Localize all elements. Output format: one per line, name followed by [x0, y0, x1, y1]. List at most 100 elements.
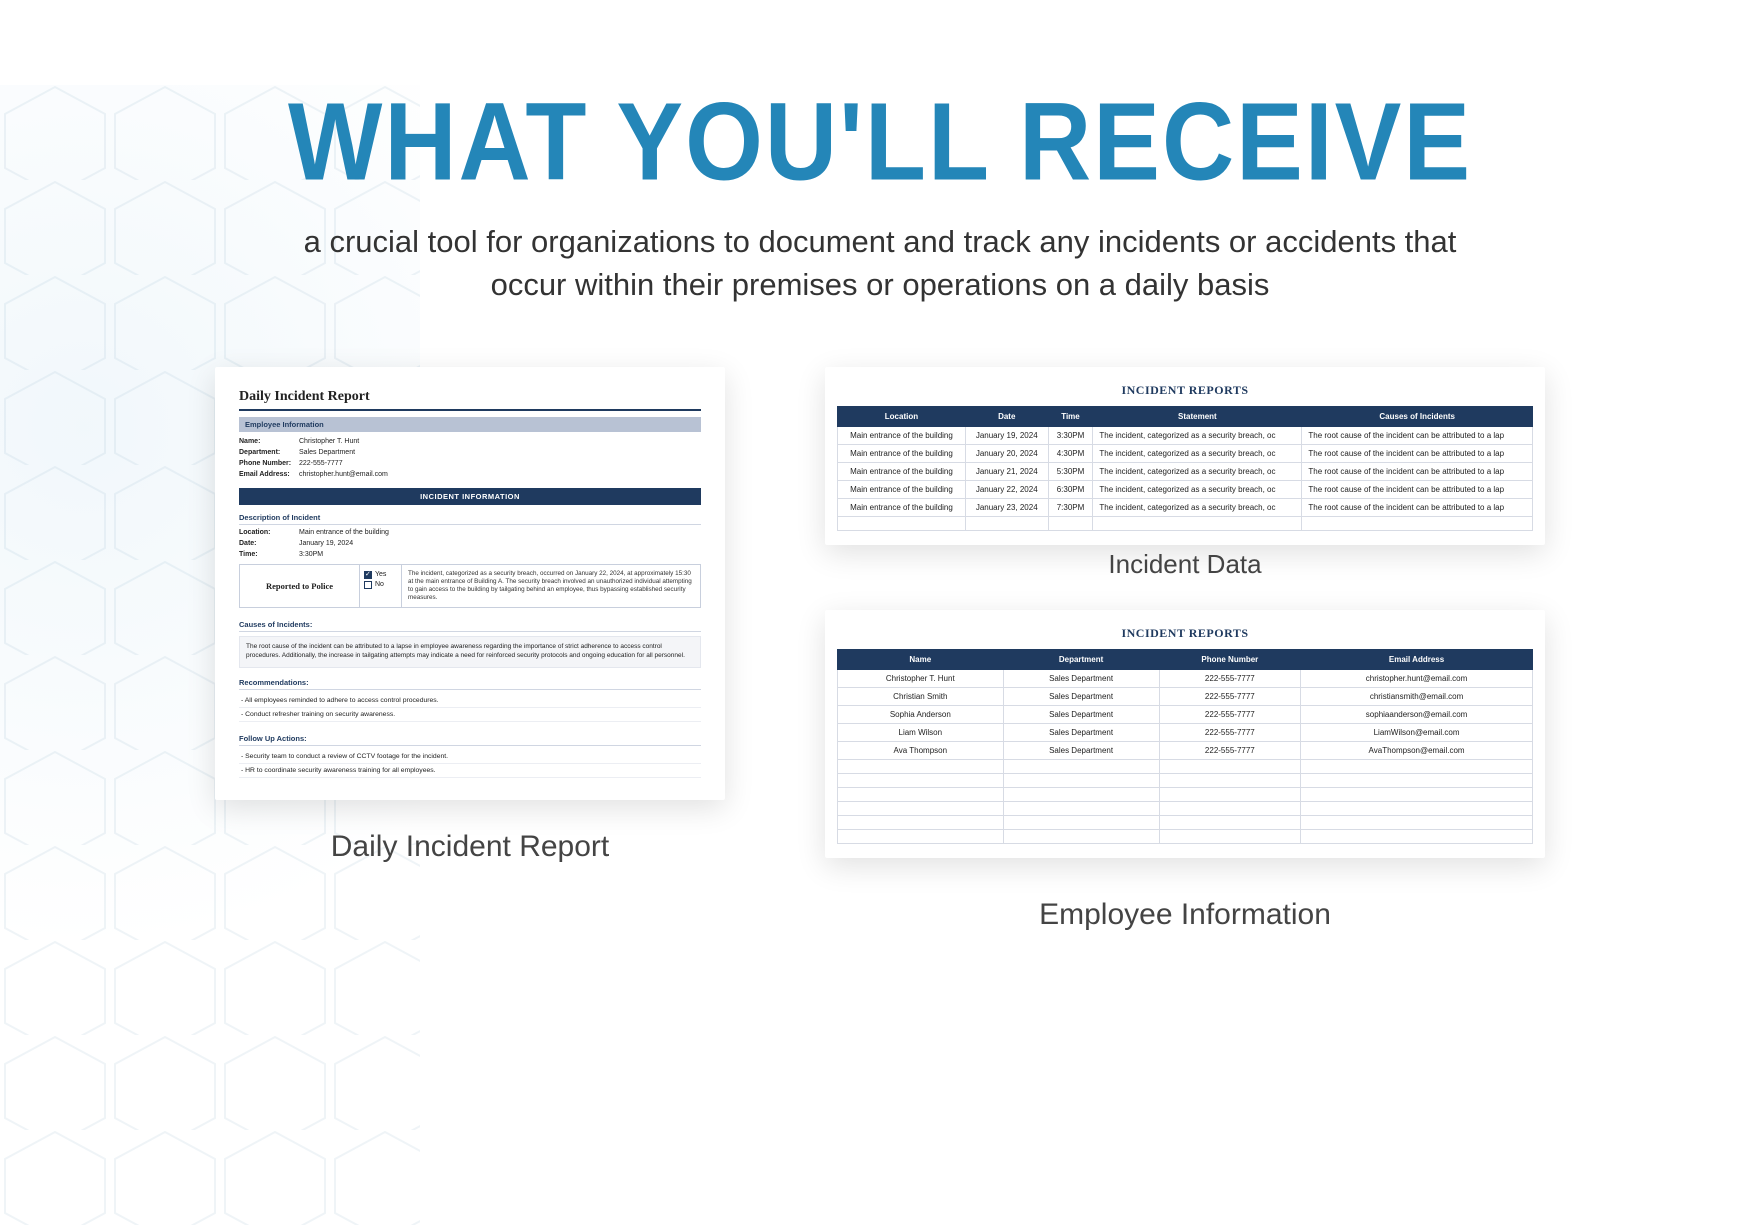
table-cell: Main entrance of the building — [838, 426, 966, 444]
table-cell: 222-555-7777 — [1159, 669, 1301, 687]
table-cell: Sales Department — [1003, 723, 1159, 741]
table-row-empty — [838, 829, 1533, 843]
time-label: Time: — [239, 551, 299, 558]
table-cell: LiamWilson@email.com — [1301, 723, 1533, 741]
table-row: Main entrance of the buildingJanuary 21,… — [838, 462, 1533, 480]
table-row-empty — [838, 516, 1533, 530]
table-cell: The incident, categorized as a security … — [1093, 426, 1302, 444]
location-value: Main entrance of the building — [299, 529, 701, 536]
table-header: Name — [838, 649, 1004, 669]
table-cell: January 20, 2024 — [965, 444, 1048, 462]
left-caption: Daily Incident Report — [215, 830, 725, 864]
table-row: Ava ThompsonSales Department222-555-7777… — [838, 741, 1533, 759]
checkbox-yes[interactable] — [364, 571, 372, 579]
table-cell: January 19, 2024 — [965, 426, 1048, 444]
table-cell: The root cause of the incident can be at… — [1302, 498, 1533, 516]
name-label: Name: — [239, 438, 299, 445]
divider — [239, 409, 701, 411]
table-cell: 222-555-7777 — [1159, 705, 1301, 723]
table-cell: January 22, 2024 — [965, 480, 1048, 498]
recommendation-item: - Conduct refresher training on security… — [239, 708, 701, 722]
table-row: Liam WilsonSales Department222-555-7777L… — [838, 723, 1533, 741]
table-row: Main entrance of the buildingJanuary 20,… — [838, 444, 1533, 462]
dept-label: Department: — [239, 449, 299, 456]
police-label: Reported to Police — [240, 565, 360, 608]
recommendation-item: - All employees reminded to adhere to ac… — [239, 694, 701, 708]
reported-to-police-box: Reported to Police Yes No The incident, … — [239, 564, 701, 609]
table-header: Causes of Incidents — [1302, 406, 1533, 426]
checkbox-no[interactable] — [364, 581, 372, 589]
time-value: 3:30PM — [299, 551, 701, 558]
table-cell: The root cause of the incident can be at… — [1302, 462, 1533, 480]
police-statement: The incident, categorized as a security … — [402, 565, 700, 608]
table-cell: The root cause of the incident can be at… — [1302, 426, 1533, 444]
table-cell: Main entrance of the building — [838, 444, 966, 462]
page-headline: WHAT YOU'LL RECEIVE — [0, 79, 1760, 206]
table-cell: The incident, categorized as a security … — [1093, 444, 1302, 462]
table-row-empty — [838, 787, 1533, 801]
table-header: Statement — [1093, 406, 1302, 426]
incident-data-card: INCIDENT REPORTS LocationDateTimeStateme… — [825, 367, 1545, 545]
table-row: Christopher T. HuntSales Department222-5… — [838, 669, 1533, 687]
yes-label: Yes — [375, 571, 386, 578]
table-row: Sophia AndersonSales Department222-555-7… — [838, 705, 1533, 723]
table-cell: christopher.hunt@email.com — [1301, 669, 1533, 687]
table-header: Date — [965, 406, 1048, 426]
recommendations-header: Recommendations: — [239, 678, 701, 690]
table-cell: Liam Wilson — [838, 723, 1004, 741]
table-cell: 3:30PM — [1048, 426, 1093, 444]
followup-item: - Security team to conduct a review of C… — [239, 750, 701, 764]
no-label: No — [375, 581, 384, 588]
table-cell: The root cause of the incident can be at… — [1302, 480, 1533, 498]
employee-info-band: Employee Information — [239, 417, 701, 432]
table-row: Christian SmithSales Department222-555-7… — [838, 687, 1533, 705]
incident-sheet-title: INCIDENT REPORTS — [837, 383, 1533, 398]
table-cell: 222-555-7777 — [1159, 687, 1301, 705]
followup-item: - HR to coordinate security awareness tr… — [239, 764, 701, 778]
table-row-empty — [838, 773, 1533, 787]
table-cell: christiansmith@email.com — [1301, 687, 1533, 705]
description-header: Description of Incident — [239, 513, 701, 525]
causes-text: The root cause of the incident can be at… — [239, 636, 701, 668]
table-cell: AvaThompson@email.com — [1301, 741, 1533, 759]
table-cell: Sophia Anderson — [838, 705, 1004, 723]
table-cell: January 23, 2024 — [965, 498, 1048, 516]
report-title: Daily Incident Report — [239, 389, 701, 405]
table-header: Location — [838, 406, 966, 426]
table-cell: The incident, categorized as a security … — [1093, 498, 1302, 516]
phone-label: Phone Number: — [239, 460, 299, 467]
table-cell: 222-555-7777 — [1159, 723, 1301, 741]
phone-value: 222-555-7777 — [299, 460, 701, 467]
location-label: Location: — [239, 529, 299, 536]
date-label: Date: — [239, 540, 299, 547]
employee-sheet-title: INCIDENT REPORTS — [837, 626, 1533, 641]
table-cell: The root cause of the incident can be at… — [1302, 444, 1533, 462]
right-caption: Employee Information — [825, 898, 1545, 932]
table-cell: Sales Department — [1003, 687, 1159, 705]
table-row: Main entrance of the buildingJanuary 22,… — [838, 480, 1533, 498]
table-cell: January 21, 2024 — [965, 462, 1048, 480]
table-row-empty — [838, 815, 1533, 829]
employee-table: NameDepartmentPhone NumberEmail AddressC… — [837, 649, 1533, 844]
causes-header: Causes of Incidents: — [239, 620, 701, 632]
table-cell: 4:30PM — [1048, 444, 1093, 462]
table-cell: Christian Smith — [838, 687, 1004, 705]
incident-caption: Incident Data — [825, 549, 1545, 580]
table-cell: Main entrance of the building — [838, 462, 966, 480]
table-cell: 7:30PM — [1048, 498, 1093, 516]
table-cell: 5:30PM — [1048, 462, 1093, 480]
table-cell: Sales Department — [1003, 705, 1159, 723]
table-header: Phone Number — [1159, 649, 1301, 669]
table-row-empty — [838, 801, 1533, 815]
name-value: Christopher T. Hunt — [299, 438, 701, 445]
dept-value: Sales Department — [299, 449, 701, 456]
table-row-empty — [838, 759, 1533, 773]
table-cell: Sales Department — [1003, 669, 1159, 687]
table-cell: sophiaanderson@email.com — [1301, 705, 1533, 723]
email-value: christopher.hunt@email.com — [299, 471, 701, 478]
date-value: January 19, 2024 — [299, 540, 701, 547]
email-label: Email Address: — [239, 471, 299, 478]
table-header: Department — [1003, 649, 1159, 669]
table-cell: Christopher T. Hunt — [838, 669, 1004, 687]
incident-info-band: INCIDENT INFORMATION — [239, 488, 701, 505]
